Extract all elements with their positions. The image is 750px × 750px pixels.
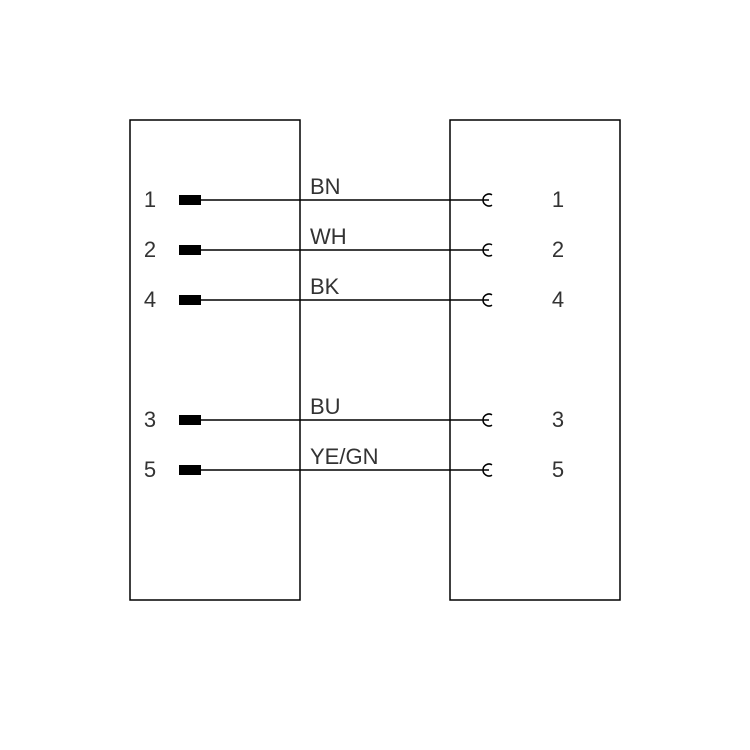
left-pin-number: 3 <box>144 407 156 432</box>
wire-label: BK <box>310 274 340 299</box>
wiring-diagram: 1 BN 1 2 WH 2 4 BK 4 3 BU 3 5 YE/GN 5 <box>0 0 750 750</box>
left-pin-number: 2 <box>144 237 156 262</box>
right-pin-number: 3 <box>552 407 564 432</box>
wire-label: YE/GN <box>310 444 378 469</box>
pin-marker <box>179 465 201 475</box>
pin-marker <box>179 195 201 205</box>
right-pin-number: 2 <box>552 237 564 262</box>
pin-marker <box>179 415 201 425</box>
left-pin-number: 1 <box>144 187 156 212</box>
left-pin-number: 5 <box>144 457 156 482</box>
wire-label: BN <box>310 174 341 199</box>
pin-marker <box>179 245 201 255</box>
wire-label: BU <box>310 394 341 419</box>
right-pin-number: 5 <box>552 457 564 482</box>
wire-label: WH <box>310 224 347 249</box>
right-pin-number: 4 <box>552 287 564 312</box>
left-pin-number: 4 <box>144 287 156 312</box>
pin-marker <box>179 295 201 305</box>
right-pin-number: 1 <box>552 187 564 212</box>
